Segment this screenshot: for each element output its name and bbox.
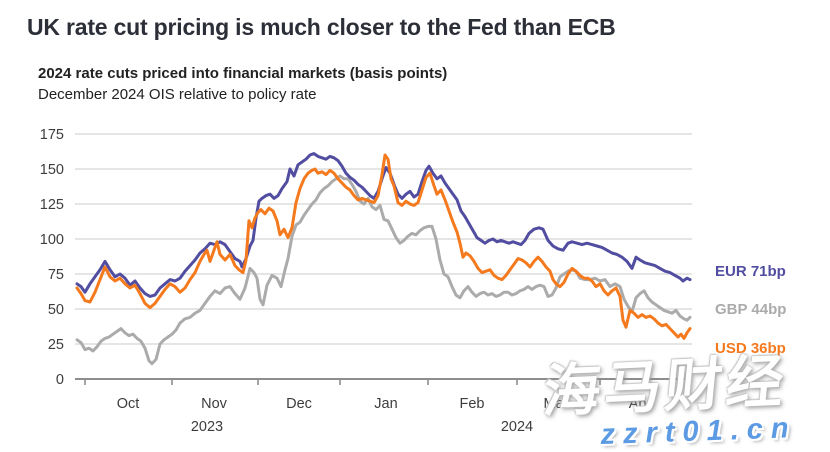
y-tick-label-175: 175 bbox=[40, 127, 64, 143]
y-tick-label-0: 0 bbox=[56, 372, 64, 388]
series-end-label-gbp: GBP 44bp bbox=[715, 301, 787, 318]
x-label-Dec: Dec bbox=[286, 396, 312, 412]
series-line-usd bbox=[75, 153, 692, 340]
y-tick-label-125: 125 bbox=[40, 197, 64, 213]
year-label-2024: 2024 bbox=[501, 419, 533, 435]
x-label-Mar: Mar bbox=[544, 396, 569, 412]
watermark-url-text: zzrt01.cn bbox=[600, 412, 798, 451]
y-tick-label-100: 100 bbox=[40, 232, 64, 248]
y-tick-label-75: 75 bbox=[48, 267, 64, 283]
series-end-label-eur: EUR 71bp bbox=[715, 263, 786, 280]
chart-title: 2024 rate cuts priced into financial mar… bbox=[38, 65, 448, 82]
year-label-2023: 2023 bbox=[191, 419, 223, 435]
y-tick-label-25: 25 bbox=[48, 337, 64, 353]
chart-subtitle: December 2024 OIS relative to policy rat… bbox=[38, 86, 317, 103]
x-label-Jan: Jan bbox=[374, 396, 397, 412]
y-tick-label-50: 50 bbox=[48, 302, 64, 318]
x-label-Apr: Apr bbox=[629, 396, 652, 412]
series-line-eur bbox=[75, 152, 692, 298]
x-label-Feb: Feb bbox=[460, 396, 485, 412]
y-tick-label-150: 150 bbox=[40, 162, 64, 178]
x-label-Oct: Oct bbox=[117, 396, 140, 412]
x-label-Nov: Nov bbox=[201, 396, 228, 412]
series-end-label-usd: USD 36bp bbox=[715, 340, 786, 357]
page-title: UK rate cut pricing is much closer to th… bbox=[27, 14, 616, 40]
